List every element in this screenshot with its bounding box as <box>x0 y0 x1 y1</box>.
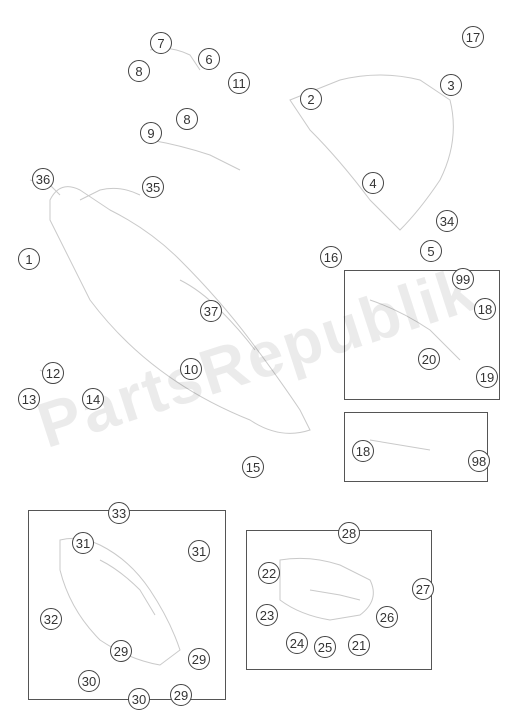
callout-25: 25 <box>314 636 336 658</box>
callout-circle: 24 <box>286 632 308 654</box>
callout-circle: 6 <box>198 48 220 70</box>
callout-circle: 20 <box>418 348 440 370</box>
callout-circle: 12 <box>42 362 64 384</box>
callout-28: 28 <box>338 522 360 544</box>
callout-circle: 29 <box>188 648 210 670</box>
callout-circle: 31 <box>72 532 94 554</box>
callout-circle: 16 <box>320 246 342 268</box>
callout-circle: 8 <box>128 60 150 82</box>
callout-30: 30 <box>78 670 100 692</box>
callout-98: 98 <box>468 450 490 472</box>
callout-circle: 10 <box>180 358 202 380</box>
callout-circle: 8 <box>176 108 198 130</box>
callout-18: 18 <box>352 440 374 462</box>
callout-circle: 23 <box>256 604 278 626</box>
callout-36: 36 <box>32 168 54 190</box>
callout-circle: 13 <box>18 388 40 410</box>
callout-circle: 1 <box>18 248 40 270</box>
callout-11: 11 <box>228 72 250 94</box>
callout-27: 27 <box>412 578 434 600</box>
callout-24: 24 <box>286 632 308 654</box>
callout-14: 14 <box>82 388 104 410</box>
callout-31: 31 <box>188 540 210 562</box>
callout-circle: 18 <box>474 298 496 320</box>
callout-29: 29 <box>170 684 192 706</box>
callout-35: 35 <box>142 176 164 198</box>
callout-circle: 31 <box>188 540 210 562</box>
callout-circle: 14 <box>82 388 104 410</box>
callout-circle: 11 <box>228 72 250 94</box>
callout-15: 15 <box>242 456 264 478</box>
callout-5: 5 <box>420 240 442 262</box>
callout-circle: 7 <box>150 32 172 54</box>
callout-19: 19 <box>476 366 498 388</box>
callout-circle: 32 <box>40 608 62 630</box>
callout-circle: 15 <box>242 456 264 478</box>
callout-circle: 28 <box>338 522 360 544</box>
parts-diagram: PartsRepublik 12345678891011121314151617… <box>0 0 513 714</box>
callout-12: 12 <box>42 362 64 384</box>
callout-10: 10 <box>180 358 202 380</box>
callout-circle: 34 <box>436 210 458 232</box>
callout-31: 31 <box>72 532 94 554</box>
callout-3: 3 <box>440 74 462 96</box>
callout-circle: 29 <box>110 640 132 662</box>
callout-34: 34 <box>436 210 458 232</box>
callout-17: 17 <box>462 26 484 48</box>
callout-99: 99 <box>452 268 474 290</box>
callout-circle: 2 <box>300 88 322 110</box>
callout-29: 29 <box>110 640 132 662</box>
callout-circle: 25 <box>314 636 336 658</box>
callout-20: 20 <box>418 348 440 370</box>
callout-circle: 19 <box>476 366 498 388</box>
callout-circle: 3 <box>440 74 462 96</box>
callout-circle: 4 <box>362 172 384 194</box>
callout-26: 26 <box>376 606 398 628</box>
callout-circle: 5 <box>420 240 442 262</box>
callout-circle: 35 <box>142 176 164 198</box>
callout-circle: 27 <box>412 578 434 600</box>
callout-21: 21 <box>348 634 370 656</box>
callout-circle: 17 <box>462 26 484 48</box>
callout-30: 30 <box>128 688 150 710</box>
callout-4: 4 <box>362 172 384 194</box>
callout-circle: 99 <box>452 268 474 290</box>
callout-circle: 29 <box>170 684 192 706</box>
callout-circle: 30 <box>78 670 100 692</box>
callout-6: 6 <box>198 48 220 70</box>
callout-18: 18 <box>474 298 496 320</box>
callout-circle: 9 <box>140 122 162 144</box>
callout-7: 7 <box>150 32 172 54</box>
callout-circle: 18 <box>352 440 374 462</box>
callout-circle: 98 <box>468 450 490 472</box>
callout-22: 22 <box>258 562 280 584</box>
callout-29: 29 <box>188 648 210 670</box>
callout-16: 16 <box>320 246 342 268</box>
callout-circle: 33 <box>108 502 130 524</box>
callout-8: 8 <box>128 60 150 82</box>
callout-32: 32 <box>40 608 62 630</box>
callout-37: 37 <box>200 300 222 322</box>
callout-circle: 37 <box>200 300 222 322</box>
callout-33: 33 <box>108 502 130 524</box>
callout-circle: 26 <box>376 606 398 628</box>
callout-circle: 30 <box>128 688 150 710</box>
callout-circle: 36 <box>32 168 54 190</box>
callout-circle: 22 <box>258 562 280 584</box>
callout-9: 9 <box>140 122 162 144</box>
callout-2: 2 <box>300 88 322 110</box>
callout-23: 23 <box>256 604 278 626</box>
callout-8: 8 <box>176 108 198 130</box>
callout-1: 1 <box>18 248 40 270</box>
callout-13: 13 <box>18 388 40 410</box>
callout-circle: 21 <box>348 634 370 656</box>
